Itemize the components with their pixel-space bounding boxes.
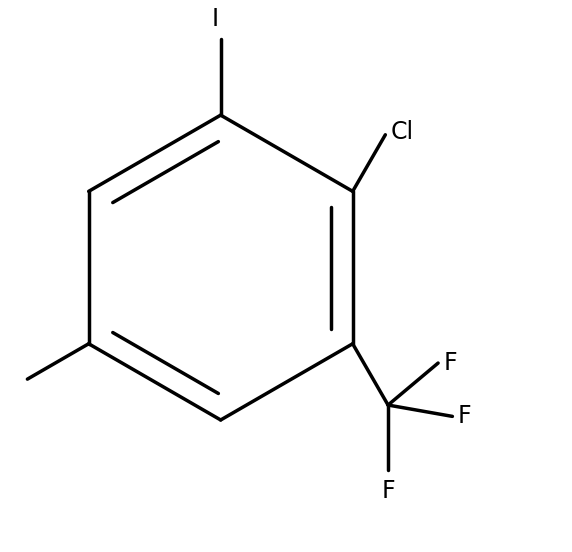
Text: F: F: [458, 405, 471, 428]
Text: I: I: [212, 7, 219, 31]
Text: F: F: [443, 351, 457, 375]
Text: Cl: Cl: [391, 120, 414, 144]
Text: F: F: [382, 479, 395, 502]
